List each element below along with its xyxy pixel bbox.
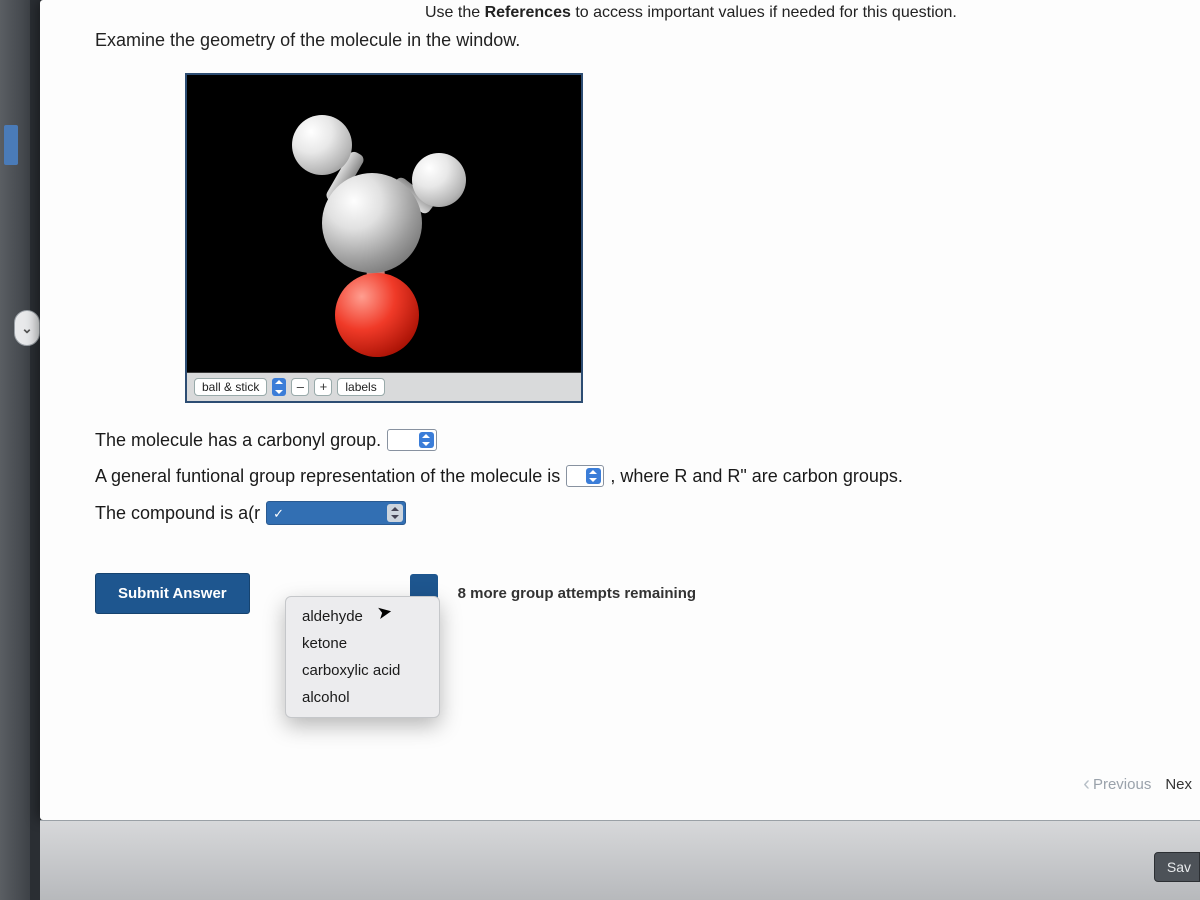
zoom-out-button[interactable]: – xyxy=(291,378,309,396)
molecule-viewer: ball & stick – + labels xyxy=(185,73,583,403)
attempts-remaining: 8 more group attempts remaining xyxy=(458,585,696,602)
option-alcohol[interactable]: alcohol xyxy=(286,684,439,711)
question-page: Use the References to access important v… xyxy=(40,0,1200,820)
previous-label: Previous xyxy=(1093,776,1151,793)
next-button[interactable]: Nex xyxy=(1165,776,1192,793)
question-line-3: The compound is a(r ✓ xyxy=(95,501,1170,525)
functional-group-select[interactable] xyxy=(566,465,604,487)
ref-prefix: Use the xyxy=(425,4,485,21)
q3-pre: The compound is a(r xyxy=(95,503,260,524)
carbonyl-select[interactable] xyxy=(387,429,437,451)
atom-hydrogen-2 xyxy=(412,153,466,207)
view-mode-stepper-icon[interactable] xyxy=(272,378,286,396)
q1-text: The molecule has a carbonyl group. xyxy=(95,430,381,451)
q2-pre: A general funtional group representation… xyxy=(95,466,560,487)
select-caret-icon xyxy=(387,504,403,522)
view-mode-select[interactable]: ball & stick xyxy=(194,378,267,396)
previous-button: ‹ Previous xyxy=(1083,773,1151,796)
question-line-1: The molecule has a carbonyl group. xyxy=(95,429,1170,451)
atom-carbon xyxy=(322,173,422,273)
compound-dropdown-menu: aldehyde ketone carboxylic acid alcohol xyxy=(285,596,440,718)
left-margin-marker xyxy=(4,125,18,165)
select-caret-icon xyxy=(419,432,434,448)
ref-suffix: to access important values if needed for… xyxy=(571,4,957,21)
q2-post: , where R and R" are carbon groups. xyxy=(610,466,903,487)
check-icon: ✓ xyxy=(273,506,284,522)
submit-row: Submit Answer 8 more group attempts rema… xyxy=(95,573,1170,614)
chevron-down-icon: ⌄ xyxy=(21,320,33,337)
atom-oxygen xyxy=(335,273,419,357)
molecule-controls: ball & stick – + labels xyxy=(187,373,581,401)
save-button[interactable]: Sav xyxy=(1154,852,1200,882)
instruction-text: Examine the geometry of the molecule in … xyxy=(95,30,1170,51)
select-caret-icon xyxy=(586,468,601,484)
labels-toggle[interactable]: labels xyxy=(337,378,384,396)
view-mode-label: ball & stick xyxy=(202,380,259,394)
collapse-panel-handle[interactable]: ⌄ xyxy=(14,310,40,346)
nav-row: ‹ Previous Nex xyxy=(1083,773,1192,796)
zoom-in-button[interactable]: + xyxy=(314,378,332,396)
footer-area xyxy=(40,820,1200,900)
compound-type-select[interactable]: ✓ xyxy=(266,501,406,525)
option-carboxylic-acid[interactable]: carboxylic acid xyxy=(286,657,439,684)
chevron-left-icon: ‹ xyxy=(1083,773,1090,796)
references-link[interactable]: References xyxy=(485,4,571,21)
molecule-canvas[interactable] xyxy=(187,75,581,373)
references-hint: Use the References to access important v… xyxy=(95,0,1170,22)
atom-hydrogen-1 xyxy=(292,115,352,175)
option-aldehyde[interactable]: aldehyde xyxy=(286,603,439,630)
question-block: The molecule has a carbonyl group. A gen… xyxy=(95,429,1170,525)
submit-button[interactable]: Submit Answer xyxy=(95,573,250,614)
option-ketone[interactable]: ketone xyxy=(286,630,439,657)
question-line-2: A general funtional group representation… xyxy=(95,465,1170,487)
